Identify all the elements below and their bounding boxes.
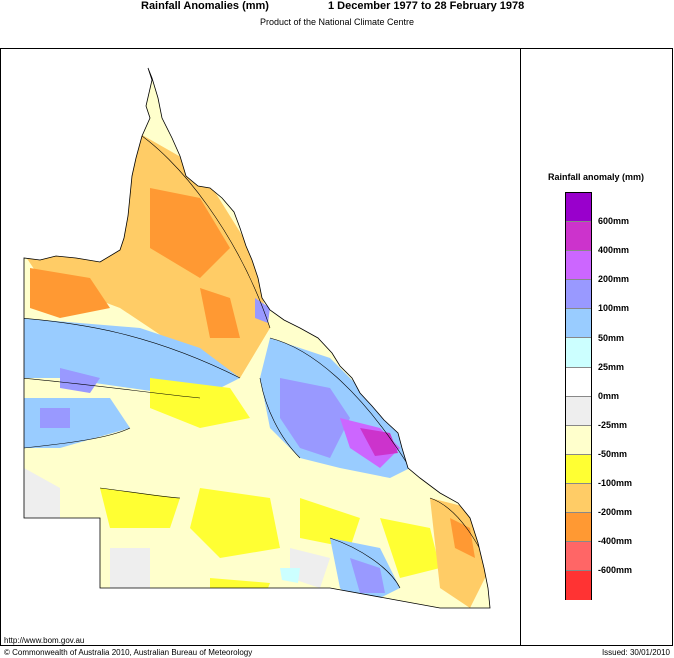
map-title: Rainfall Anomalies (mm) 1 December 1977 … [0,0,674,14]
legend-label: 200mm [598,274,630,285]
legend-label: 50mm [598,332,625,343]
legend-color-bar [565,192,592,601]
legend-swatch [566,338,591,368]
footer-url[interactable]: http://www.bom.gov.au [4,636,85,645]
legend-divider [520,48,521,646]
legend-swatch [566,425,591,455]
legend-swatch [566,454,591,484]
map-period: 1 December 1977 to 28 February 1978 [328,0,525,12]
queensland-rainfall-map [23,67,491,609]
map-title-text: Rainfall Anomalies (mm) [141,0,269,12]
legend-swatch [566,251,591,281]
footer-issued-date: Issued: 30/01/2010 [601,648,670,657]
legend-label: 600mm [598,216,630,227]
legend-swatch [566,280,591,310]
legend-label: 25mm [598,361,625,372]
legend-label: 100mm [598,303,630,314]
legend-label: -50mm [598,448,628,459]
legend-label: -25mm [598,419,628,430]
legend-swatch [566,513,591,543]
legend-label: -600mm [598,565,633,576]
footer-copyright: © Commonwealth of Australia 2010, Austra… [4,648,253,657]
legend-swatch [566,222,591,252]
map-subtitle: Product of the National Climate Centre [259,17,415,27]
legend-label: 400mm [598,245,630,256]
legend-swatch [566,396,591,426]
legend-label: -100mm [598,478,633,488]
legend-swatch [566,571,591,601]
legend-label: -400mm [598,536,633,547]
legend-label: -200mm [598,507,633,518]
legend-swatch [566,309,591,339]
legend-title: Rainfall anomaly (mm) [548,172,645,182]
legend-swatch [566,483,591,514]
legend-swatch [566,367,591,397]
legend-label: 0mm [598,390,620,401]
map-frame [0,48,673,646]
legend-swatch [566,542,591,572]
legend-swatch [566,193,591,223]
